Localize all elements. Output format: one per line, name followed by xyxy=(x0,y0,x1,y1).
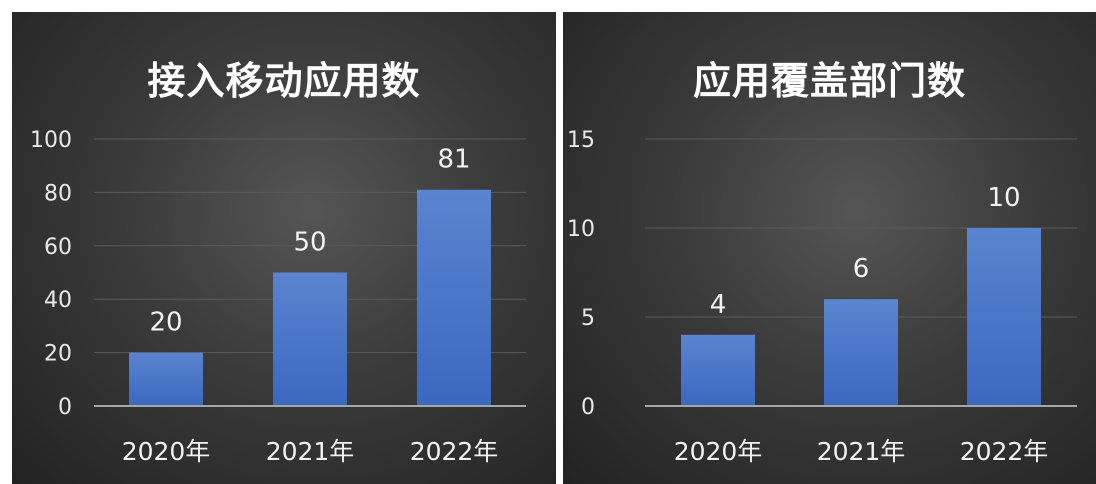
chart-title: 应用覆盖部门数 xyxy=(692,59,966,103)
x-category-label: 2022年 xyxy=(960,437,1049,466)
y-tick-label: 100 xyxy=(30,128,72,153)
chart-title: 接入移动应用数 xyxy=(147,59,421,103)
chart-panel-apps: 接入移动应用数 0 20 40 60 80 100 20 2020年 50 2021年 81 2022… xyxy=(12,12,556,484)
bar-chart-departments: 0 5 10 15 4 2020年 6 2021年 10 2022年 xyxy=(567,128,1077,466)
chart-panel-departments: 应用覆盖部门数 0 5 10 15 4 2020年 6 2021年 10 2022年 xyxy=(563,12,1096,484)
data-label: 4 xyxy=(710,290,727,320)
data-label: 10 xyxy=(987,183,1020,213)
bar xyxy=(273,272,347,406)
data-label: 81 xyxy=(437,145,470,175)
y-tick-label: 0 xyxy=(58,395,72,420)
y-tick-label: 60 xyxy=(44,235,72,260)
y-tick-label: 10 xyxy=(567,217,595,242)
data-label: 50 xyxy=(293,228,326,258)
y-tick-label: 0 xyxy=(581,395,595,420)
y-tick-label: 80 xyxy=(44,181,72,206)
data-label: 6 xyxy=(853,254,870,284)
x-category-label: 2022年 xyxy=(410,437,499,466)
x-category-label: 2021年 xyxy=(817,437,906,466)
y-tick-label: 40 xyxy=(44,288,72,313)
y-tick-label: 15 xyxy=(567,128,595,153)
bar xyxy=(967,228,1041,406)
y-tick-label: 20 xyxy=(44,342,72,367)
bar xyxy=(417,189,491,406)
data-label: 20 xyxy=(149,308,182,338)
x-category-label: 2020年 xyxy=(122,437,211,466)
bar xyxy=(129,352,203,406)
bar-chart-apps: 0 20 40 60 80 100 20 2020年 50 2021年 81 2022年 xyxy=(30,128,526,466)
bar xyxy=(681,334,755,406)
x-category-label: 2020年 xyxy=(674,437,763,466)
bar xyxy=(824,299,898,406)
x-category-label: 2021年 xyxy=(266,437,355,466)
y-tick-label: 5 xyxy=(581,306,595,331)
